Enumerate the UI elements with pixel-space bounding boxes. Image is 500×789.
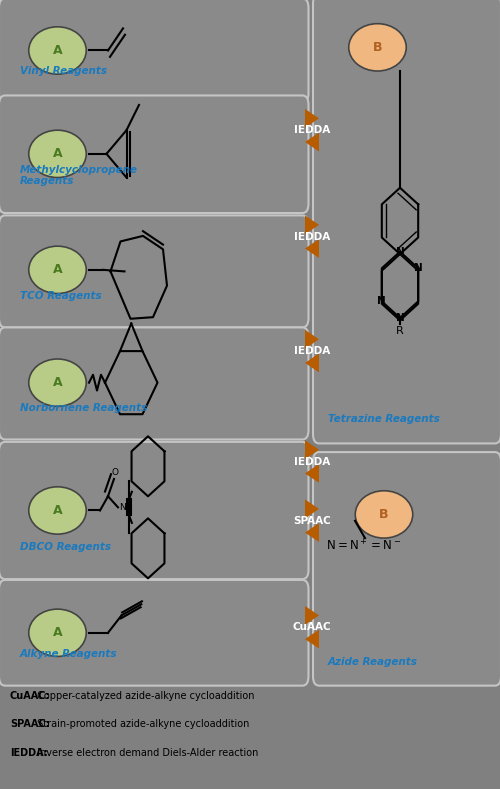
Text: N: N	[414, 264, 422, 273]
Text: Inverse electron demand Diels-Alder reaction: Inverse electron demand Diels-Alder reac…	[34, 748, 258, 757]
Text: IEDDA: IEDDA	[294, 346, 330, 356]
Text: B: B	[380, 508, 389, 521]
FancyArrow shape	[305, 353, 319, 372]
FancyBboxPatch shape	[0, 215, 308, 327]
Text: Alkyne Reagents: Alkyne Reagents	[20, 649, 117, 659]
Text: IEDDA: IEDDA	[294, 457, 330, 466]
Ellipse shape	[29, 487, 86, 534]
Text: SPAAC: SPAAC	[293, 516, 331, 525]
FancyBboxPatch shape	[0, 442, 308, 579]
Text: A: A	[52, 264, 62, 276]
Text: A: A	[52, 148, 62, 160]
FancyArrow shape	[305, 239, 319, 258]
FancyBboxPatch shape	[0, 327, 308, 439]
Text: A: A	[52, 626, 62, 639]
Ellipse shape	[349, 24, 406, 71]
Text: Tetrazine Reagents: Tetrazine Reagents	[328, 414, 440, 424]
FancyArrow shape	[305, 499, 319, 518]
FancyArrow shape	[305, 133, 319, 151]
Ellipse shape	[29, 246, 86, 294]
FancyArrow shape	[305, 630, 319, 649]
Text: DBCO Reagents: DBCO Reagents	[20, 542, 111, 552]
Ellipse shape	[29, 359, 86, 406]
Ellipse shape	[29, 130, 86, 178]
Text: TCO Reagents: TCO Reagents	[20, 290, 102, 301]
Text: Vinyl Reagents: Vinyl Reagents	[20, 65, 107, 76]
Text: A: A	[52, 504, 62, 517]
Text: N: N	[378, 297, 386, 306]
Text: R: R	[396, 326, 404, 335]
Text: N: N	[396, 247, 404, 256]
FancyArrow shape	[305, 109, 319, 128]
Text: Copper-catalyzed azide-alkyne cycloaddition: Copper-catalyzed azide-alkyne cycloaddit…	[34, 691, 254, 701]
Text: SPAAC:: SPAAC:	[10, 720, 50, 729]
FancyBboxPatch shape	[313, 0, 500, 443]
Text: A: A	[52, 44, 62, 57]
Text: Norbornene Reagents: Norbornene Reagents	[20, 402, 147, 413]
FancyArrow shape	[305, 464, 319, 483]
FancyArrow shape	[305, 606, 319, 625]
Text: N: N	[396, 313, 404, 323]
Text: IEDDA:: IEDDA:	[10, 748, 48, 757]
Text: IEDDA: IEDDA	[294, 232, 330, 241]
FancyArrow shape	[305, 215, 319, 234]
FancyBboxPatch shape	[0, 95, 308, 213]
Ellipse shape	[29, 609, 86, 656]
Text: N$=$N$^+$$=$N$^-$: N$=$N$^+$$=$N$^-$	[326, 538, 402, 554]
Text: B: B	[373, 41, 382, 54]
FancyBboxPatch shape	[0, 0, 308, 103]
Text: CuAAC: CuAAC	[292, 623, 332, 632]
Text: Azide Reagents: Azide Reagents	[328, 656, 418, 667]
Text: IEDDA: IEDDA	[294, 125, 330, 135]
FancyArrow shape	[305, 440, 319, 459]
FancyArrow shape	[305, 523, 319, 542]
FancyArrow shape	[305, 330, 319, 349]
Text: A: A	[52, 376, 62, 389]
Text: N: N	[118, 503, 126, 512]
FancyBboxPatch shape	[313, 452, 500, 686]
Ellipse shape	[355, 491, 413, 538]
Text: CuAAC:: CuAAC:	[10, 691, 50, 701]
FancyBboxPatch shape	[0, 580, 308, 686]
Text: O: O	[112, 468, 118, 477]
Ellipse shape	[29, 27, 86, 74]
Text: Strain-promoted azide-alkyne cycloaddition: Strain-promoted azide-alkyne cycloadditi…	[34, 720, 249, 729]
Text: Methylcyclopropene
Reagents: Methylcyclopropene Reagents	[20, 165, 138, 186]
